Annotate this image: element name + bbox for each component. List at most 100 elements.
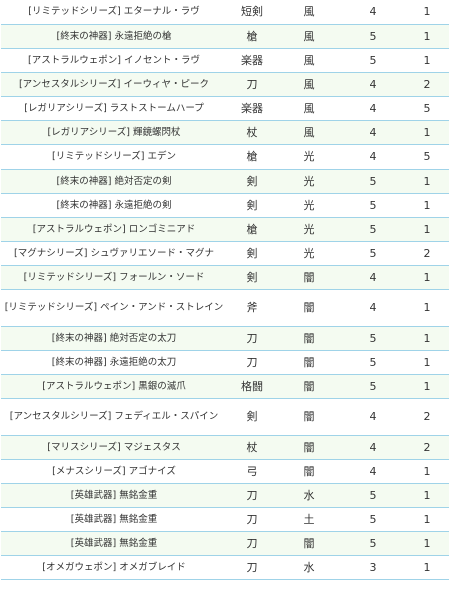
weapon-name: [英雄武器] 無銘金重 [1, 483, 227, 508]
weapon-element: 光 [277, 193, 341, 218]
weapon-type: 弓 [227, 459, 277, 484]
weapon-element: 風 [277, 120, 341, 145]
weapon-element: 風 [277, 0, 341, 25]
weapon-limit: 2 [405, 72, 449, 97]
weapon-element: 水 [277, 555, 341, 580]
weapon-element: 水 [277, 483, 341, 508]
weapon-type: 刀 [227, 326, 277, 351]
weapon-element: 闇 [277, 326, 341, 351]
weapon-limit: 1 [405, 289, 449, 327]
table-row: [マグナシリーズ] シュヴァリエソード・マグナ剣光 5 2 [1, 241, 449, 266]
weapon-limit: 1 [405, 24, 449, 49]
weapon-limit: 2 [405, 435, 449, 460]
weapon-limit: 1 [405, 48, 449, 73]
table-row: [終末の神器] 永遠拒絶の剣剣光 5 1 [1, 193, 449, 218]
weapon-rarity: 5 [341, 374, 405, 399]
table-row: [終末の神器] 絶対否定の剣剣光 5 1 [1, 169, 449, 194]
weapon-name: [マグナシリーズ] シュヴァリエソード・マグナ [1, 241, 227, 266]
weapon-limit: 1 [405, 350, 449, 375]
weapon-rarity: 4 [341, 398, 405, 436]
weapon-type: 剣 [227, 265, 277, 290]
weapon-name: [レガリアシリーズ] ラストストームハープ [1, 96, 227, 121]
weapon-element: 風 [277, 96, 341, 121]
table-row: [リミテッドシリーズ] エターナル・ラヴ 短剣風 4 1 [1, 0, 449, 25]
table-row: [アンセスタルシリーズ] イーウィヤ・ピーク刀風 4 2 [1, 72, 449, 97]
weapon-rarity: 4 [341, 96, 405, 121]
table-row: [メナスシリーズ] アゴナイズ弓闇 4 1 [1, 459, 449, 484]
weapon-limit: 1 [405, 374, 449, 399]
weapon-limit: 1 [405, 531, 449, 556]
weapon-name: [マリスシリーズ] マジェスタス [1, 435, 227, 460]
weapon-type: 槍 [227, 144, 277, 170]
weapon-name: [レガリアシリーズ] 輝鏡螺閃杖 [1, 120, 227, 145]
weapon-limit: 1 [405, 169, 449, 194]
weapon-name: [終末の神器] 絶対否定の剣 [1, 169, 227, 194]
weapon-element: 闇 [277, 398, 341, 436]
weapon-limit: 1 [405, 507, 449, 532]
table-row: [オメガウェポン] オメガブレイド刀水 3 1 [1, 555, 449, 580]
weapon-limit: 2 [405, 241, 449, 266]
weapon-rarity: 5 [341, 326, 405, 351]
table-row: [英雄武器] 無銘金重刀水 5 1 [1, 483, 449, 508]
weapon-name: [メナスシリーズ] アゴナイズ [1, 459, 227, 484]
weapon-rarity: 5 [341, 483, 405, 508]
weapon-element: 風 [277, 72, 341, 97]
weapon-type: 刀 [227, 483, 277, 508]
weapon-rarity: 4 [341, 289, 405, 327]
table-row: [終末の神器] 永遠拒絶の太刀刀闇 5 1 [1, 350, 449, 375]
weapon-name: [終末の神器] 永遠拒絶の剣 [1, 193, 227, 218]
weapon-name: [終末の神器] 永遠拒絶の太刀 [1, 350, 227, 375]
weapon-rarity: 5 [341, 48, 405, 73]
weapon-table-body: [リミテッドシリーズ] エターナル・ラヴ 短剣風 4 1 [終末の神器] 永遠拒絶の槍槍… [1, 0, 449, 580]
weapon-element: 闇 [277, 289, 341, 327]
weapon-limit: 1 [405, 217, 449, 242]
weapon-element: 土 [277, 507, 341, 532]
weapon-limit: 1 [405, 120, 449, 145]
weapon-limit: 1 [405, 0, 449, 25]
weapon-rarity: 5 [341, 217, 405, 242]
weapon-name: [アストラルウェポン] ロンゴミニアド [1, 217, 227, 242]
weapon-rarity: 5 [341, 507, 405, 532]
weapon-rarity: 5 [341, 241, 405, 266]
table-row: [レガリアシリーズ] ラストストームハープ 楽器風 4 5 [1, 96, 449, 121]
weapon-type: 刀 [227, 555, 277, 580]
weapon-type: 斧 [227, 289, 277, 327]
table-row: [マリスシリーズ] マジェスタス杖闇 4 2 [1, 435, 449, 460]
weapon-rarity: 4 [341, 459, 405, 484]
weapon-name: [リミテッドシリーズ] ペイン・アンド・ストレイン [1, 289, 227, 327]
weapon-rarity: 5 [341, 24, 405, 49]
weapon-element: 光 [277, 144, 341, 170]
weapon-rarity: 5 [341, 169, 405, 194]
weapon-type: 楽器 [227, 96, 277, 121]
weapon-element: 闇 [277, 531, 341, 556]
weapon-name: [リミテッドシリーズ] フォールン・ソード [1, 265, 227, 290]
weapon-element: 光 [277, 241, 341, 266]
weapon-limit: 1 [405, 265, 449, 290]
weapon-rarity: 5 [341, 531, 405, 556]
weapon-rarity: 4 [341, 72, 405, 97]
table-row: [レガリアシリーズ] 輝鏡螺閃杖杖風 4 1 [1, 120, 449, 145]
table-row: [リミテッドシリーズ] フォールン・ソード剣闇 4 1 [1, 265, 449, 290]
weapon-type: 短剣 [227, 0, 277, 25]
weapon-limit: 1 [405, 483, 449, 508]
weapon-rarity: 4 [341, 0, 405, 25]
table-row: [英雄武器] 無銘金重刀土 5 1 [1, 507, 449, 532]
weapon-rarity: 4 [341, 265, 405, 290]
weapon-rarity: 4 [341, 144, 405, 170]
weapon-type: 刀 [227, 507, 277, 532]
weapon-type: 杖 [227, 120, 277, 145]
weapon-rarity: 3 [341, 555, 405, 580]
weapon-limit: 1 [405, 555, 449, 580]
weapon-name: [アストラルウェポン] イノセント・ラヴ [1, 48, 227, 73]
weapon-name: [リミテッドシリーズ] エターナル・ラヴ [1, 0, 227, 25]
weapon-name: [英雄武器] 無銘金重 [1, 507, 227, 532]
weapon-type: 格闘 [227, 374, 277, 399]
weapon-name: [アンセスタルシリーズ] イーウィヤ・ピーク [1, 72, 227, 97]
weapon-element: 闇 [277, 265, 341, 290]
weapon-element: 闇 [277, 435, 341, 460]
weapon-name: [アストラルウェポン] 黒銀の滅爪 [1, 374, 227, 399]
table-row: [英雄武器] 無銘金重刀闇 5 1 [1, 531, 449, 556]
weapon-rarity: 4 [341, 120, 405, 145]
weapon-type: 杖 [227, 435, 277, 460]
weapon-type: 刀 [227, 531, 277, 556]
